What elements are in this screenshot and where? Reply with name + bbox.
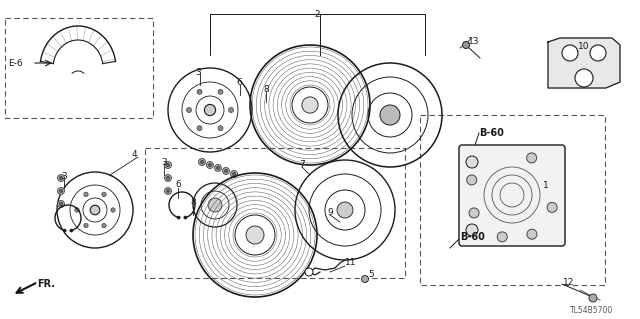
Circle shape bbox=[216, 167, 220, 169]
Text: TL54B5700: TL54B5700 bbox=[570, 306, 613, 315]
Circle shape bbox=[63, 229, 66, 232]
Circle shape bbox=[164, 161, 172, 168]
Bar bbox=[5, 18, 153, 118]
Text: 9: 9 bbox=[327, 208, 333, 217]
Circle shape bbox=[111, 208, 115, 212]
Circle shape bbox=[214, 165, 221, 172]
Circle shape bbox=[58, 174, 65, 182]
Circle shape bbox=[60, 203, 63, 205]
Polygon shape bbox=[548, 38, 620, 88]
Circle shape bbox=[467, 175, 477, 185]
Circle shape bbox=[84, 223, 88, 228]
Circle shape bbox=[207, 161, 214, 168]
Bar bbox=[420, 115, 605, 285]
Circle shape bbox=[463, 41, 470, 48]
Text: 3: 3 bbox=[161, 158, 167, 167]
Circle shape bbox=[562, 45, 578, 61]
Circle shape bbox=[198, 159, 205, 166]
Text: 7: 7 bbox=[299, 160, 305, 169]
Circle shape bbox=[590, 45, 606, 61]
Circle shape bbox=[102, 223, 106, 228]
Circle shape bbox=[497, 232, 508, 242]
Circle shape bbox=[197, 126, 202, 131]
Circle shape bbox=[527, 229, 537, 239]
Text: 6: 6 bbox=[236, 78, 242, 87]
Circle shape bbox=[75, 208, 79, 212]
Text: 13: 13 bbox=[468, 37, 479, 46]
Circle shape bbox=[84, 192, 88, 197]
Circle shape bbox=[200, 160, 204, 164]
Circle shape bbox=[209, 164, 211, 167]
FancyBboxPatch shape bbox=[459, 145, 565, 246]
Circle shape bbox=[164, 188, 172, 195]
Circle shape bbox=[184, 216, 187, 219]
Circle shape bbox=[223, 167, 230, 174]
Bar bbox=[145, 148, 405, 278]
Circle shape bbox=[70, 229, 73, 232]
Circle shape bbox=[58, 201, 65, 207]
Circle shape bbox=[218, 126, 223, 131]
Circle shape bbox=[380, 105, 400, 125]
Circle shape bbox=[90, 205, 100, 215]
Circle shape bbox=[204, 104, 216, 115]
Text: 11: 11 bbox=[345, 258, 356, 267]
Circle shape bbox=[177, 216, 180, 219]
Circle shape bbox=[547, 203, 557, 212]
Text: 6: 6 bbox=[175, 180, 180, 189]
Circle shape bbox=[208, 198, 222, 212]
Circle shape bbox=[166, 164, 170, 167]
Text: B-60: B-60 bbox=[479, 128, 504, 138]
Text: E-6: E-6 bbox=[8, 58, 22, 68]
Circle shape bbox=[164, 174, 172, 182]
Circle shape bbox=[246, 226, 264, 244]
Circle shape bbox=[302, 97, 318, 113]
Text: 3: 3 bbox=[61, 172, 67, 181]
Circle shape bbox=[225, 169, 227, 173]
Circle shape bbox=[575, 69, 593, 87]
Circle shape bbox=[230, 170, 237, 177]
Circle shape bbox=[228, 108, 234, 113]
Circle shape bbox=[469, 208, 479, 218]
Circle shape bbox=[589, 294, 597, 302]
Text: 12: 12 bbox=[563, 278, 574, 287]
Text: 5: 5 bbox=[368, 270, 374, 279]
Text: 1: 1 bbox=[543, 181, 548, 189]
Circle shape bbox=[102, 192, 106, 197]
Text: 3: 3 bbox=[195, 68, 201, 77]
Circle shape bbox=[166, 189, 170, 192]
Text: FR.: FR. bbox=[37, 279, 55, 289]
Circle shape bbox=[60, 176, 63, 180]
Text: 8: 8 bbox=[263, 85, 269, 94]
Circle shape bbox=[466, 224, 478, 236]
Circle shape bbox=[337, 202, 353, 218]
Circle shape bbox=[218, 89, 223, 94]
Text: 4: 4 bbox=[132, 150, 138, 159]
Circle shape bbox=[186, 108, 191, 113]
Circle shape bbox=[166, 176, 170, 180]
Circle shape bbox=[362, 276, 369, 283]
Circle shape bbox=[197, 89, 202, 94]
Text: 2: 2 bbox=[314, 10, 320, 19]
Circle shape bbox=[60, 189, 63, 192]
Circle shape bbox=[527, 153, 537, 163]
Circle shape bbox=[58, 188, 65, 195]
Text: B-60: B-60 bbox=[460, 232, 485, 242]
Text: 10: 10 bbox=[578, 42, 589, 51]
Text: 8: 8 bbox=[190, 198, 196, 207]
Circle shape bbox=[305, 268, 313, 276]
Circle shape bbox=[466, 156, 478, 168]
Circle shape bbox=[232, 173, 236, 175]
